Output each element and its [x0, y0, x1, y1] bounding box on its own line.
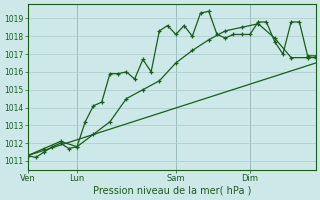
X-axis label: Pression niveau de la mer( hPa ): Pression niveau de la mer( hPa )	[92, 186, 251, 196]
